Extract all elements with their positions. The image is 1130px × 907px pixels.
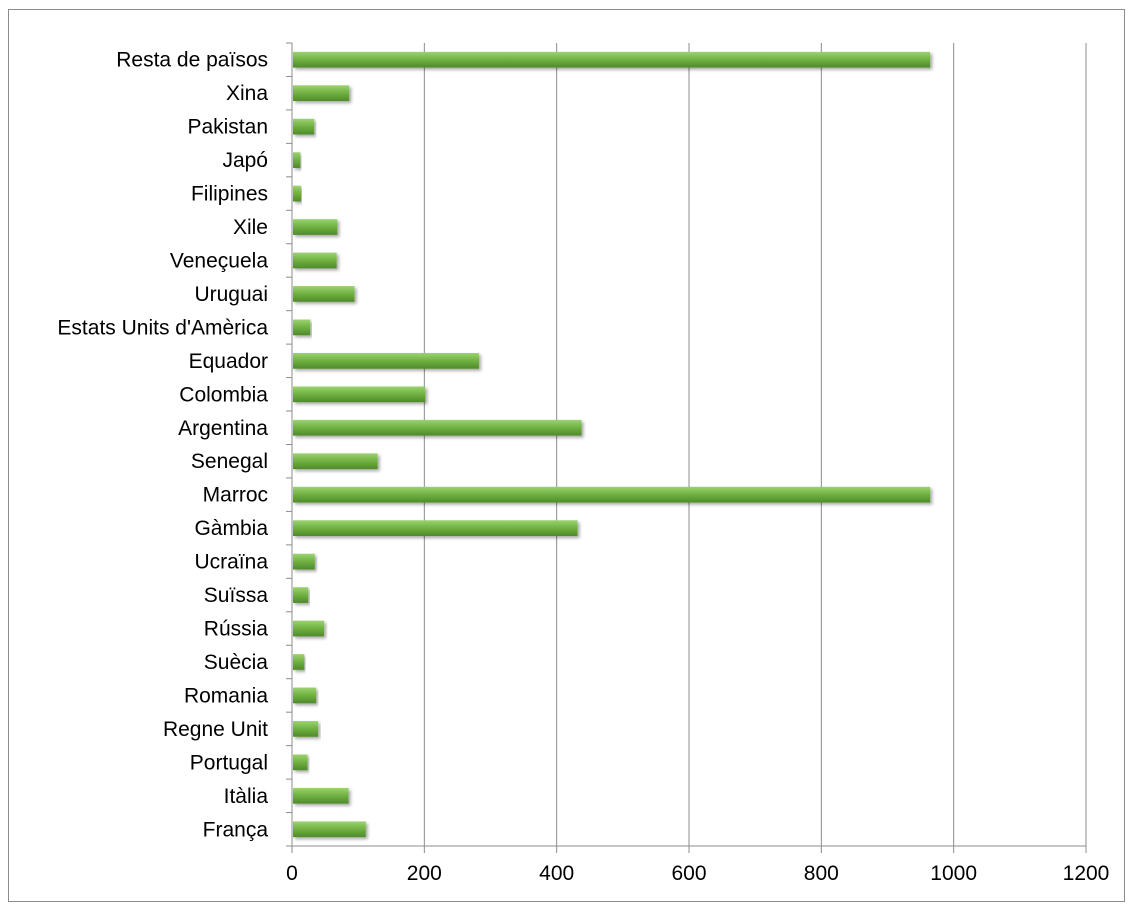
category-label: Regne Unit — [163, 718, 268, 741]
bar — [293, 687, 317, 704]
category-label: Equador — [189, 350, 268, 373]
x-tick-label: 400 — [539, 862, 574, 885]
bar — [293, 419, 582, 436]
x-tick-label: 1200 — [1063, 862, 1110, 885]
bar — [293, 453, 378, 470]
category-label: Resta de països — [116, 49, 268, 72]
bar — [293, 654, 305, 670]
category-label: Ucraïna — [194, 551, 268, 574]
category-label: Argentina — [178, 417, 268, 440]
x-tick-labels: 0 200 400 600 800 1000 1200 — [286, 862, 1109, 885]
bar — [293, 821, 366, 838]
category-label: Itàlia — [224, 785, 269, 808]
category-label: Filipines — [191, 183, 268, 206]
bar — [293, 352, 479, 369]
category-label: Marroc — [203, 484, 268, 507]
category-label: Veneçuela — [170, 249, 268, 272]
x-tick-label: 200 — [407, 862, 442, 885]
category-label: Rússia — [204, 618, 269, 641]
bar — [293, 185, 301, 202]
bar — [293, 486, 931, 503]
bar — [293, 51, 931, 68]
category-label: Senegal — [191, 450, 268, 473]
axes — [286, 42, 1087, 853]
bar — [293, 252, 337, 269]
bar — [293, 286, 355, 302]
category-label: Suïssa — [204, 584, 269, 607]
chart-area — [8, 9, 1125, 902]
bar — [293, 152, 301, 168]
bar — [293, 587, 309, 603]
x-tick-label: 600 — [671, 862, 706, 885]
bar — [293, 620, 325, 637]
x-tick-label: 800 — [804, 862, 839, 885]
bar — [293, 386, 426, 403]
category-label: Estats Units d'Amèrica — [57, 316, 268, 339]
category-label: Suècia — [204, 651, 269, 674]
bar — [293, 85, 350, 102]
category-label: Xile — [233, 216, 268, 239]
x-tick-label: 0 — [286, 862, 298, 885]
category-label: Xina — [226, 82, 268, 105]
category-label: Gàmbia — [194, 517, 268, 540]
bar — [293, 754, 308, 771]
gridlines — [423, 43, 1087, 846]
x-tick-label: 1000 — [930, 862, 977, 885]
bar — [293, 319, 311, 336]
category-label: França — [203, 818, 269, 841]
category-label: Romania — [184, 684, 268, 707]
bar — [293, 520, 578, 537]
bar — [293, 118, 315, 135]
category-label: Uruguai — [194, 283, 268, 306]
category-label: Pakistan — [187, 116, 268, 139]
bar — [293, 787, 349, 804]
category-label: Portugal — [190, 751, 268, 774]
category-label: Japó — [222, 149, 268, 172]
bar — [293, 219, 338, 235]
bars — [293, 51, 931, 838]
bar — [293, 553, 315, 570]
category-labels: França Itàlia Portugal Regne Unit Romania Suè… — [57, 49, 268, 842]
category-label: Colombia — [179, 383, 268, 406]
bar — [293, 721, 319, 737]
